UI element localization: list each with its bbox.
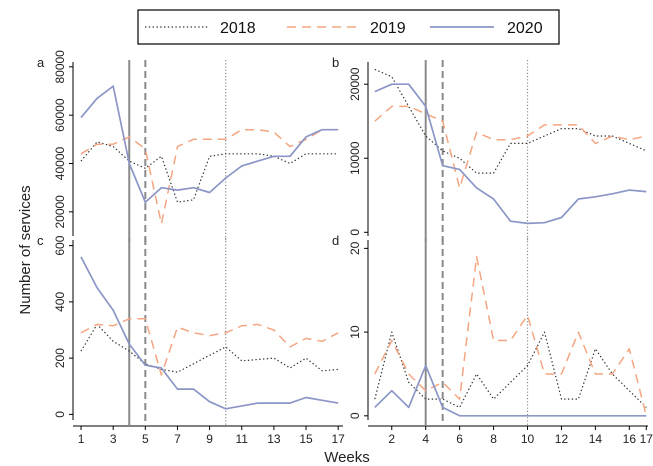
legend-label-2019: 2019 [370,20,406,37]
x-tick-label: 16 [623,432,637,446]
y-tick-label: 40000 [53,146,67,180]
series-line-2018-panel-b [374,68,647,174]
y-tick-label: 0 [53,411,67,418]
x-axis-label: Weeks [324,449,370,466]
series-line-2018-panel-d [374,331,647,408]
series-line-2020-panel-c [80,256,339,410]
x-tick-label: 8 [490,432,497,446]
x-tick-label: 13 [267,432,281,446]
series-line-2020-panel-d [374,364,647,417]
y-tick-label: 20000 [348,67,362,101]
x-tick-label: 3 [110,432,117,446]
x-tick-label: 17 [331,432,345,446]
panel-label-a: a [37,55,45,70]
y-tick-label: 20000 [53,195,67,229]
panel-label-c: c [37,233,44,248]
x-tick-label: 1 [78,432,85,446]
x-tick-label: 6 [456,432,463,446]
series-line-2019-panel-b [374,105,647,189]
y-tick-label: 10000 [348,141,362,175]
x-tick-label: 5 [142,432,149,446]
x-tick-label: 7 [174,432,181,446]
series-line-2019-panel-d [374,255,648,416]
y-tick-label: 20 [348,241,362,255]
series-line-2018-panel-a [80,141,339,203]
y-tick-label: 60000 [53,98,67,132]
y-tick-label: 400 [53,292,67,312]
panel-b: 0 10000 20000 b [332,55,647,242]
x-tick-label: 17 [640,432,653,446]
panel-a: 20000 40000 60000 80000 a [37,50,339,242]
x-tick-label: 4 [422,432,429,446]
y-tick-label: 0 [348,412,362,419]
x-tick-label: 14 [589,432,603,446]
series-line-2020-panel-b [374,83,647,225]
x-tick-label: 12 [555,432,569,446]
series-line-2020-panel-a [80,85,339,204]
y-tick-label: 200 [53,348,67,368]
x-tick-label: 9 [206,432,213,446]
legend-label-2018: 2018 [220,20,256,37]
panel-label-d: d [332,233,339,248]
x-tick-label: 15 [299,432,313,446]
y-tick-label: 600 [53,235,67,255]
series-line-2019-panel-c [80,318,339,376]
y-tick-label: 80000 [53,50,67,84]
x-tick-label: 2 [388,432,395,446]
legend: 2018 2019 2020 [137,9,560,45]
y-tick-label: 10 [348,325,362,339]
series-line-2018-panel-c [80,323,339,373]
y-axis-label: Number of services [17,185,34,314]
y-tick-label: 0 [348,229,362,236]
panel-label-b: b [332,55,339,70]
legend-label-2020: 2020 [507,20,543,37]
x-tick-label: 11 [236,432,249,446]
x-tick-label: 10 [521,432,535,446]
